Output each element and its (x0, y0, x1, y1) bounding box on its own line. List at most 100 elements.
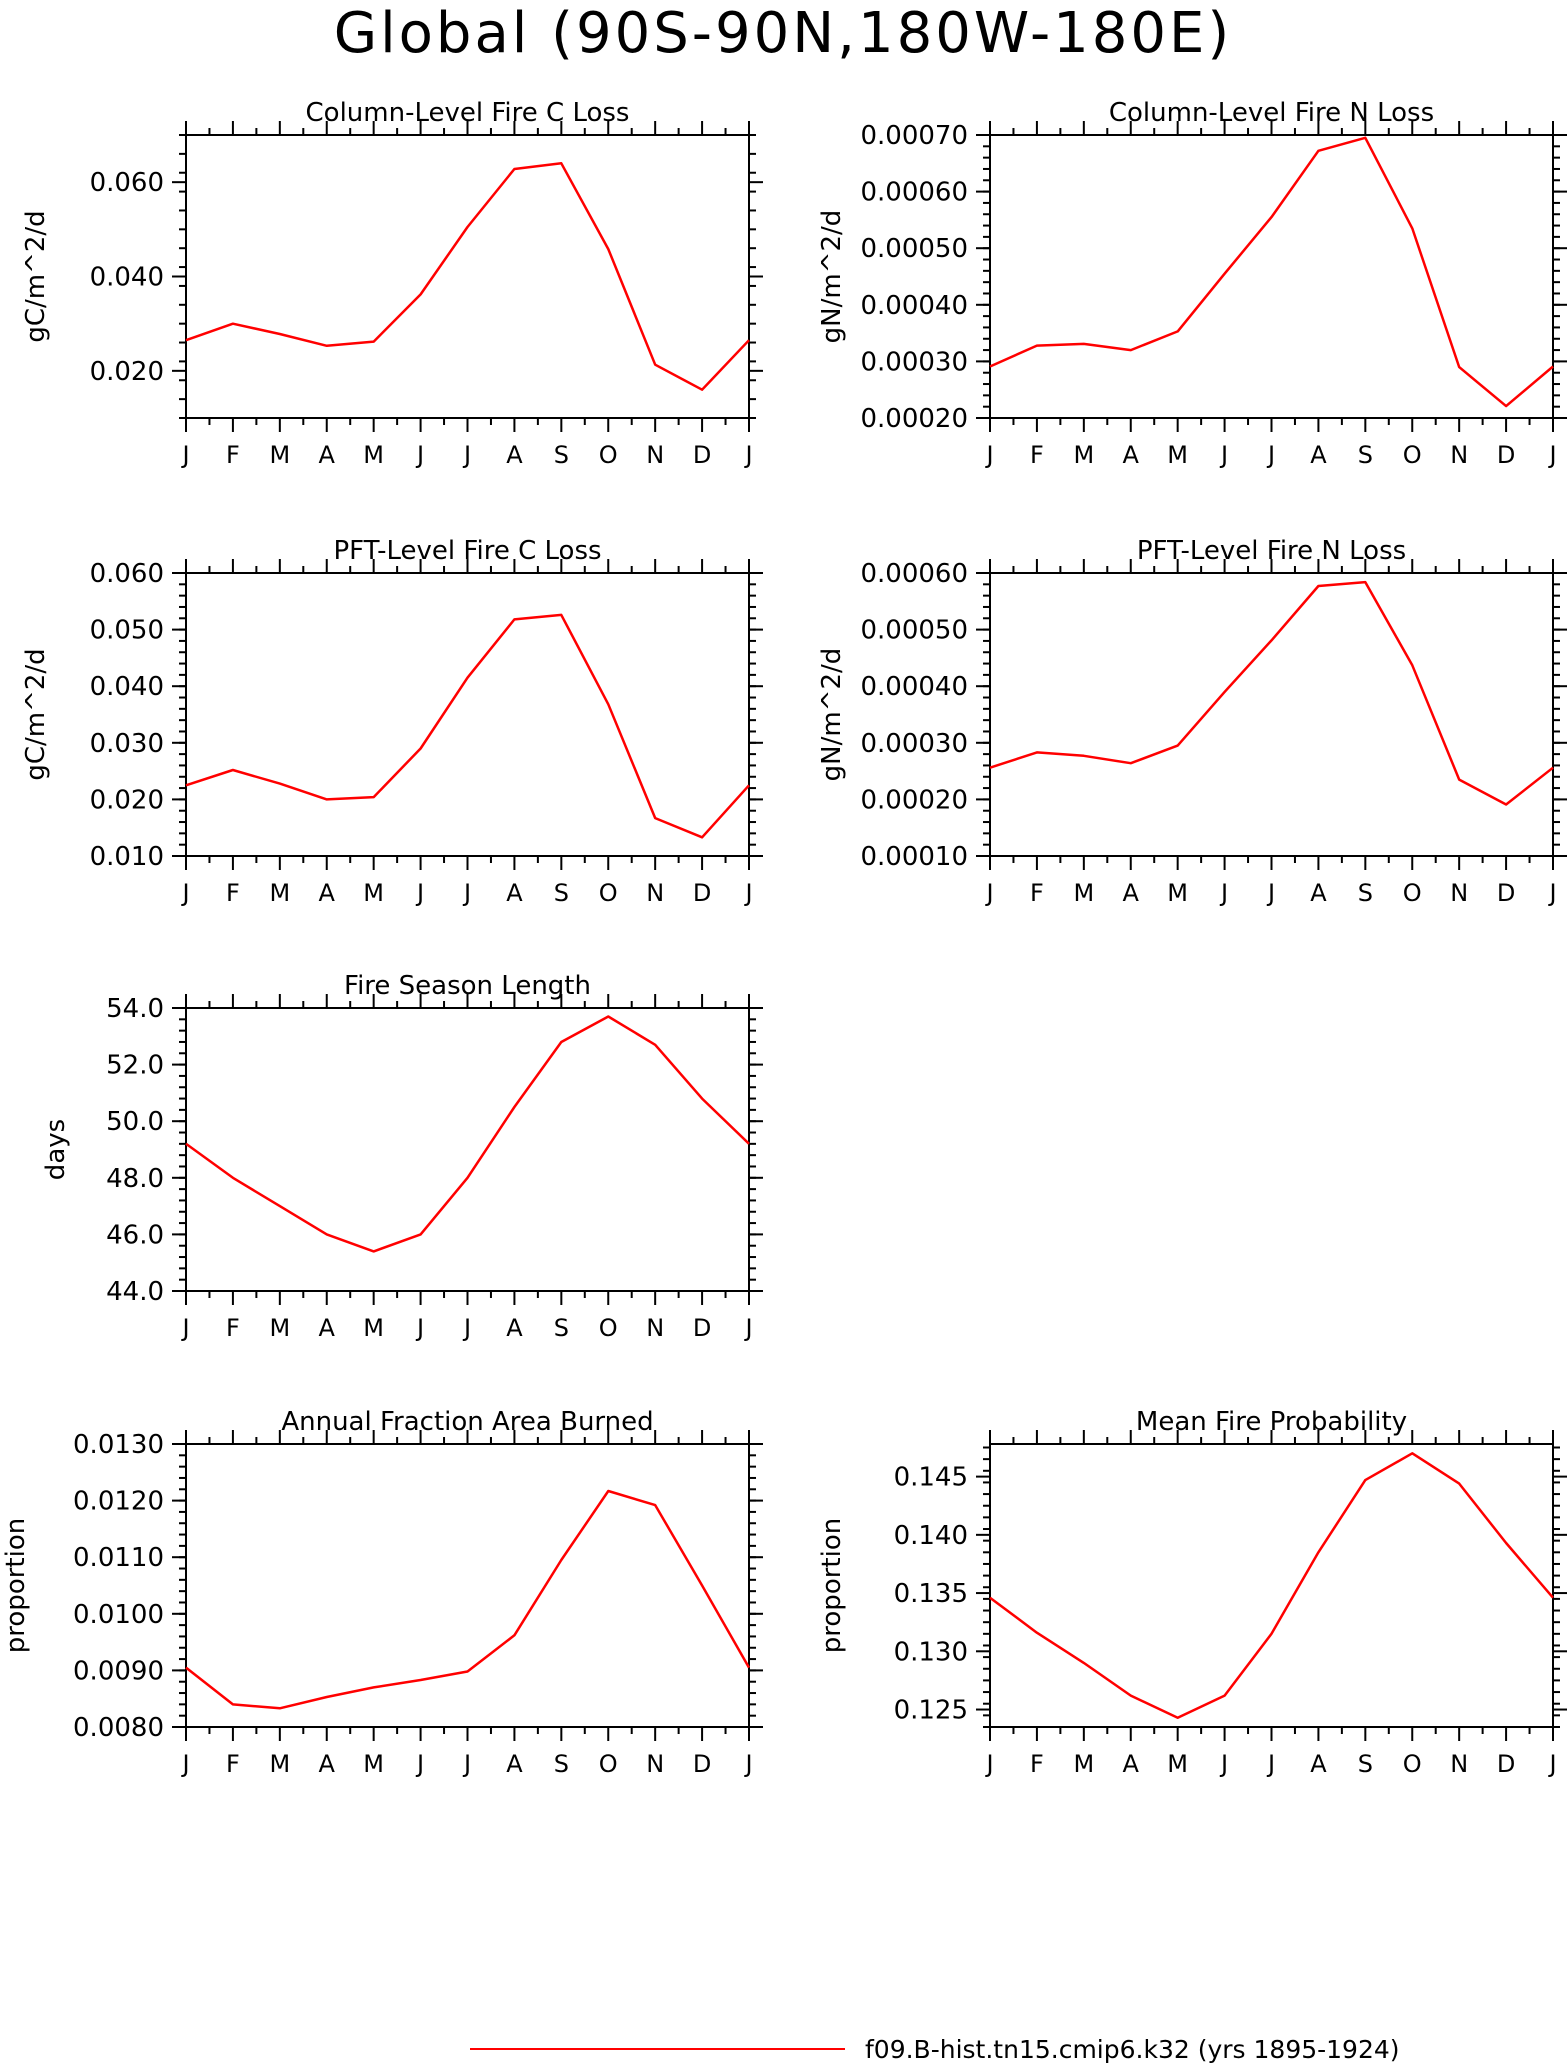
x-tick-label: J (180, 1750, 189, 1778)
chart-title: Column-Level Fire N Loss (1109, 98, 1434, 128)
x-tick-label: A (1310, 441, 1327, 469)
x-tick-label: F (226, 1750, 240, 1778)
x-tick-label: N (646, 1750, 664, 1778)
series-line (989, 136, 1554, 408)
x-tick-label: O (599, 441, 618, 469)
x-tick-label: M (269, 879, 290, 907)
x-tick-label: A (1310, 879, 1327, 907)
x-tick-label: F (226, 441, 240, 469)
x-tick-label: M (269, 1750, 290, 1778)
series-line (185, 1489, 751, 1710)
x-tick-label: J (462, 1314, 471, 1342)
y-tick-label: 0.00040 (860, 291, 968, 321)
x-tick-label: A (1123, 441, 1140, 469)
x-tick-label: M (363, 441, 384, 469)
x-tick-label: A (506, 1750, 523, 1778)
x-tick-label: M (363, 879, 384, 907)
x-tick-label: S (554, 1750, 569, 1778)
x-tick-label: O (1403, 1750, 1422, 1778)
x-tick-label: M (363, 1750, 384, 1778)
x-tick-label: N (1450, 441, 1468, 469)
series-line (185, 1015, 750, 1253)
x-tick-label: J (1266, 879, 1275, 907)
x-tick-label: D (693, 1750, 711, 1778)
plot-frame (185, 572, 750, 857)
x-tick-label: J (1266, 441, 1275, 469)
y-tick-label: 46.0 (106, 1220, 164, 1250)
series-line (185, 613, 750, 839)
x-tick-label: O (1403, 441, 1422, 469)
x-tick-label: N (646, 1314, 664, 1342)
y-tick-label: 0.0110 (73, 1543, 164, 1573)
x-tick-label: D (693, 441, 711, 469)
x-tick-label: J (1219, 1750, 1228, 1778)
x-tick-label: J (1219, 879, 1228, 907)
y-tick-label: 0.00050 (860, 234, 968, 264)
y-tick-label: 0.125 (894, 1696, 968, 1726)
x-tick-label: S (554, 879, 569, 907)
chart-pft-fire-c: J F M A M J J A S O N D J0.0100.0200.0300.0400.0500.… (21, 536, 763, 907)
y-axis-label: gC/m^2/d (21, 210, 51, 342)
x-tick-label: M (1073, 441, 1094, 469)
x-tick-label: J (180, 879, 189, 907)
x-tick-label: S (1358, 879, 1373, 907)
page-title: Global (90S-90N,180W-180E) (334, 1, 1233, 66)
y-tick-label: 0.060 (90, 168, 164, 198)
y-axis-label: proportion (817, 1518, 847, 1653)
x-tick-label: J (984, 441, 993, 469)
y-tick-label: 0.00030 (860, 347, 968, 377)
x-tick-label: S (1358, 441, 1373, 469)
y-tick-label: 0.00020 (860, 404, 968, 434)
chart-title: Annual Fraction Area Burned (281, 1407, 653, 1437)
y-tick-label: 0.030 (90, 729, 164, 759)
y-tick-label: 0.140 (894, 1521, 968, 1551)
y-tick-label: 0.130 (894, 1637, 968, 1667)
y-tick-label: 0.00070 (860, 121, 968, 151)
y-tick-label: 0.135 (894, 1579, 968, 1609)
x-tick-label: A (506, 879, 523, 907)
x-tick-label: S (554, 1314, 569, 1342)
plot-frame (185, 1007, 750, 1292)
chart-title: Fire Season Length (344, 971, 591, 1001)
x-tick-label: D (693, 1314, 711, 1342)
x-tick-label: M (269, 441, 290, 469)
y-tick-label: 0.0090 (73, 1656, 164, 1686)
y-tick-label: 0.00020 (860, 785, 968, 815)
x-tick-label: M (1167, 1750, 1188, 1778)
plot-frame (185, 1443, 750, 1728)
y-tick-label: 0.040 (90, 263, 164, 293)
x-tick-label: O (599, 879, 618, 907)
legend-label: f09.B-hist.tn15.cmip6.k32 (yrs 1895-1924… (865, 2035, 1400, 2064)
y-tick-label: 0.020 (90, 357, 164, 387)
y-axis-label: gN/m^2/d (817, 210, 847, 344)
x-tick-label: A (319, 879, 336, 907)
chart-title: PFT-Level Fire C Loss (333, 536, 601, 566)
x-tick-label: J (462, 879, 471, 907)
plot-frame (185, 134, 750, 419)
x-tick-label: J (743, 1314, 752, 1342)
x-tick-label: J (180, 1314, 189, 1342)
x-tick-label: J (462, 1750, 471, 1778)
y-tick-label: 0.0130 (73, 1430, 164, 1460)
x-tick-label: J (415, 1750, 424, 1778)
x-tick-label: A (319, 1314, 336, 1342)
y-tick-label: 44.0 (106, 1277, 164, 1307)
y-tick-label: 0.00060 (860, 559, 968, 589)
y-tick-label: 0.00060 (860, 178, 968, 208)
y-tick-label: 0.145 (894, 1463, 968, 1493)
x-tick-label: J (1547, 879, 1556, 907)
x-tick-label: M (1167, 441, 1188, 469)
x-tick-label: J (415, 1314, 424, 1342)
y-tick-label: 0.00040 (860, 672, 968, 702)
y-tick-label: 0.010 (90, 842, 164, 872)
y-tick-label: 0.00010 (860, 842, 968, 872)
x-tick-label: A (1123, 879, 1140, 907)
x-tick-label: J (984, 1750, 993, 1778)
y-tick-label: 0.00050 (860, 616, 968, 646)
x-tick-label: A (319, 1750, 336, 1778)
x-tick-label: F (226, 879, 240, 907)
y-tick-label: 0.020 (90, 785, 164, 815)
x-tick-label: N (646, 879, 664, 907)
x-tick-label: A (1310, 1750, 1327, 1778)
